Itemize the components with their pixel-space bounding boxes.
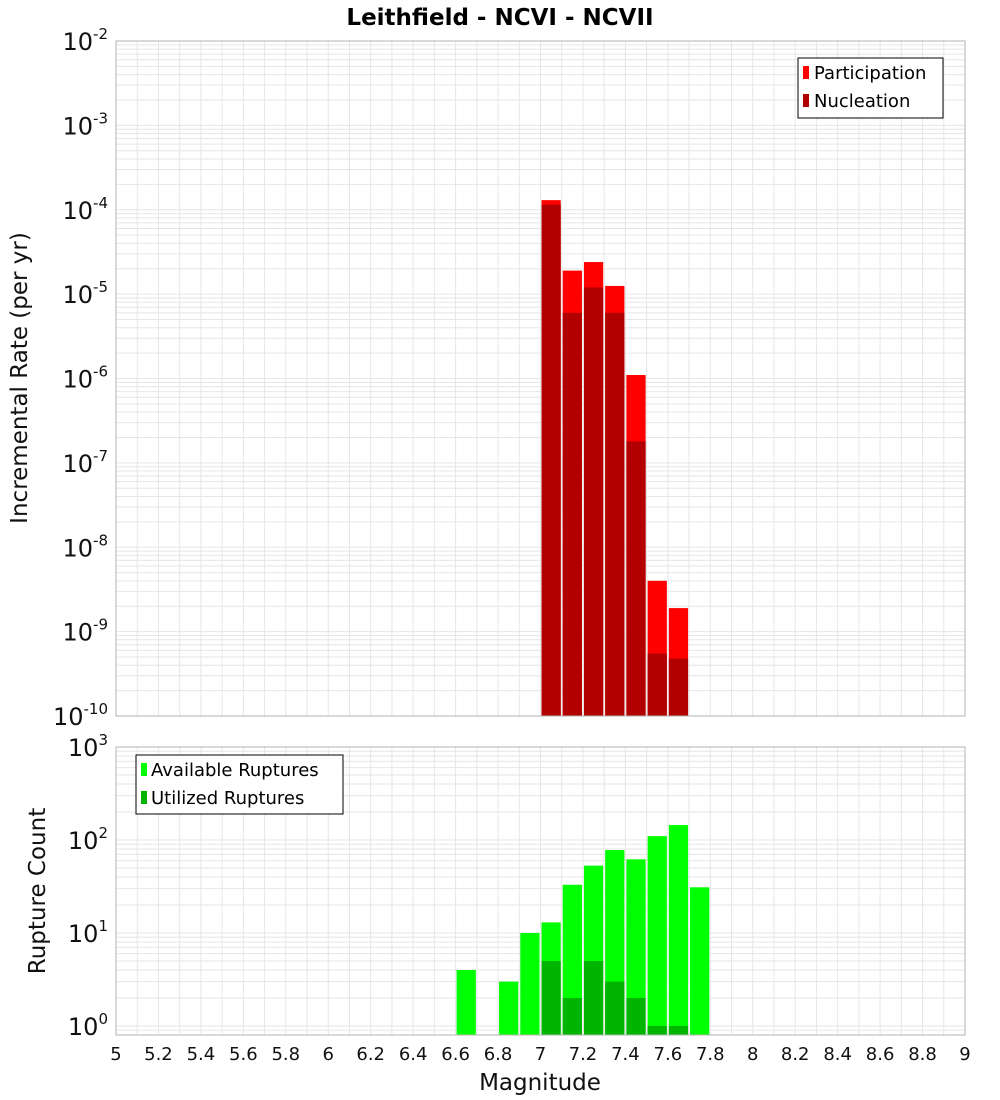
bottom-legend: Available Ruptures Utilized Ruptures bbox=[135, 754, 344, 815]
bar-available-ruptures bbox=[520, 932, 540, 1035]
bar-available-ruptures bbox=[647, 836, 667, 1035]
legend-swatch-nucleation bbox=[803, 94, 809, 107]
participation-nucleation-panel: 10-2 10-3 10-4 10-5 10-6 10-7 10-8 10-9 10-10 In… bbox=[7, 25, 966, 731]
bar-nucleation bbox=[626, 441, 646, 716]
x-tick-label: 7.8 bbox=[696, 1044, 725, 1065]
bottom-bars bbox=[456, 824, 710, 1035]
bar-available-ruptures bbox=[626, 859, 646, 1035]
bottom-y-tick-labels: 103 102 101 100 bbox=[68, 731, 108, 1041]
x-tick-label: 5.6 bbox=[229, 1044, 258, 1065]
x-tick-label: 8.6 bbox=[866, 1044, 895, 1065]
y-tick-label: 101 bbox=[68, 917, 108, 948]
x-tick-label: 5.8 bbox=[271, 1044, 300, 1065]
legend-label-nucleation: Nucleation bbox=[814, 91, 910, 112]
legend-label-utilized: Utilized Ruptures bbox=[151, 788, 304, 809]
legend-swatch-available bbox=[141, 763, 147, 776]
bar-nucleation bbox=[668, 658, 689, 716]
y-tick-label: 10-10 bbox=[53, 700, 108, 731]
legend-swatch-utilized bbox=[141, 791, 147, 804]
y-tick-label: 10-7 bbox=[62, 447, 108, 478]
legend-label-participation: Participation bbox=[814, 63, 926, 84]
rupture-count-panel: 103 102 101 100 Rupture Count Available Rup… bbox=[25, 731, 966, 1041]
x-tick-label: 5.2 bbox=[144, 1044, 173, 1065]
top-y-axis-label: Incremental Rate (per yr) bbox=[7, 232, 33, 524]
bottom-y-axis-label: Rupture Count bbox=[25, 808, 51, 974]
bar-available-ruptures bbox=[690, 887, 710, 1035]
bottom-plot-frame bbox=[115, 746, 966, 1036]
x-tick-label: 7 bbox=[535, 1044, 546, 1065]
x-tick-label: 9 bbox=[959, 1044, 970, 1065]
legend-swatch-participation bbox=[803, 66, 809, 79]
x-tick-label: 8 bbox=[747, 1044, 758, 1065]
y-tick-label: 102 bbox=[68, 824, 108, 855]
legend-label-available: Available Ruptures bbox=[151, 760, 319, 781]
x-tick-label: 8.4 bbox=[823, 1044, 852, 1065]
top-bars bbox=[541, 200, 689, 717]
bar-available-ruptures bbox=[456, 969, 476, 1035]
x-tick-label: 6.4 bbox=[399, 1044, 428, 1065]
top-y-tick-labels: 10-2 10-3 10-4 10-5 10-6 10-7 10-8 10-9 10-10 bbox=[53, 25, 108, 731]
x-tick-label: 6.2 bbox=[356, 1044, 385, 1065]
chart-title: Leithfield - NCVI - NCVII bbox=[346, 5, 653, 31]
y-tick-label: 103 bbox=[68, 731, 108, 762]
bar-nucleation bbox=[562, 312, 582, 716]
x-tick-label: 5 bbox=[110, 1044, 121, 1065]
y-tick-label: 10-6 bbox=[62, 363, 108, 394]
x-tick-label: 8.8 bbox=[908, 1044, 937, 1065]
bar-utilized-ruptures bbox=[562, 997, 582, 1035]
bar-nucleation bbox=[583, 287, 604, 716]
x-tick-label: 6.8 bbox=[484, 1044, 513, 1065]
x-tick-label: 6 bbox=[323, 1044, 334, 1065]
x-tick-label: 5.4 bbox=[187, 1044, 216, 1065]
x-tick-label: 7.6 bbox=[654, 1044, 683, 1065]
bar-utilized-ruptures bbox=[626, 997, 646, 1035]
y-tick-label: 10-4 bbox=[62, 194, 108, 225]
x-tick-label: 7.4 bbox=[611, 1044, 640, 1065]
bar-nucleation bbox=[605, 312, 625, 716]
y-tick-label: 10-8 bbox=[62, 531, 108, 562]
bar-nucleation bbox=[647, 653, 667, 716]
bar-nucleation bbox=[541, 204, 561, 717]
y-tick-label: 10-5 bbox=[62, 278, 108, 309]
y-tick-label: 10-3 bbox=[62, 109, 108, 140]
y-tick-label: 10-9 bbox=[62, 616, 108, 647]
top-legend-box bbox=[797, 57, 944, 119]
top-plot-frame bbox=[115, 40, 966, 717]
top-legend: Participation Nucleation bbox=[797, 57, 944, 119]
bottom-gridlines bbox=[116, 747, 965, 1035]
bar-utilized-ruptures bbox=[541, 960, 561, 1035]
x-tick-label: 8.2 bbox=[781, 1044, 810, 1065]
y-tick-label: 10-2 bbox=[62, 25, 108, 56]
bar-utilized-ruptures bbox=[668, 1025, 689, 1035]
x-tick-labels: 5 5.2 5.4 5.6 5.8 6 6.2 6.4 6.6 6.8 7 7.2 7.4 7.6 7.8 8… bbox=[110, 1044, 970, 1065]
y-tick-label: 100 bbox=[68, 1010, 108, 1041]
bar-available-ruptures bbox=[562, 884, 582, 1035]
bar-utilized-ruptures bbox=[647, 1025, 667, 1035]
x-axis-label: Magnitude bbox=[479, 1070, 601, 1096]
bar-available-ruptures bbox=[499, 981, 519, 1035]
bar-available-ruptures bbox=[668, 824, 689, 1035]
x-tick-label: 6.6 bbox=[441, 1044, 470, 1065]
bar-utilized-ruptures bbox=[605, 981, 625, 1035]
bottom-legend-box bbox=[135, 754, 344, 815]
top-gridlines bbox=[116, 41, 965, 716]
x-tick-label: 7.2 bbox=[569, 1044, 598, 1065]
bar-utilized-ruptures bbox=[583, 960, 604, 1035]
